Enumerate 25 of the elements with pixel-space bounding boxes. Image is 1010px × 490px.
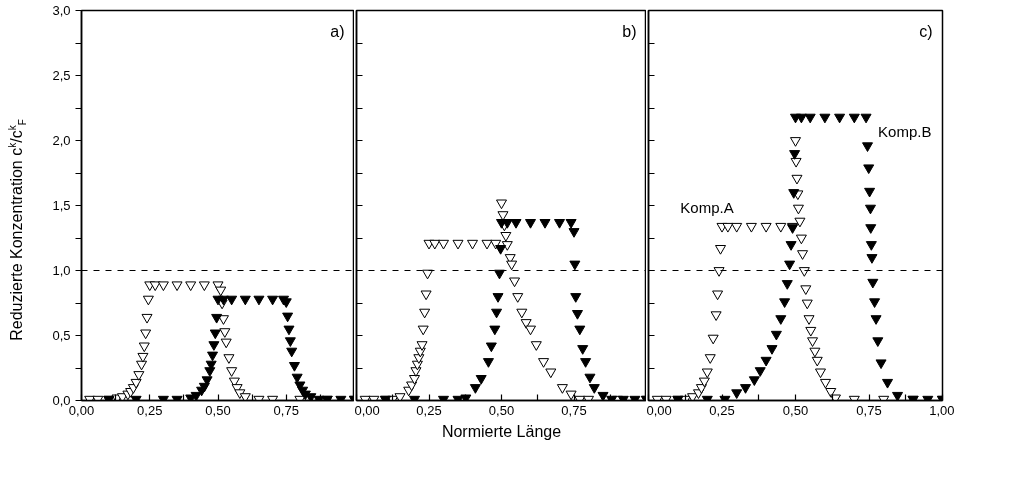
- y-tick-label: 1,5: [52, 198, 71, 213]
- x-axis-title: Normierte Länge: [441, 422, 562, 440]
- series-label: Komp.A: [680, 199, 734, 217]
- y-tick-label: 0,5: [52, 328, 71, 343]
- x-tick-label: 0,25: [709, 402, 735, 418]
- x-tick-label: 0,50: [488, 402, 515, 418]
- x-tick-label: 0,75: [273, 402, 299, 418]
- annotation: a): [330, 22, 345, 40]
- x-tick-label: 0,50: [205, 402, 231, 418]
- x-tick-label: 1,00: [929, 402, 955, 418]
- x-tick-label: 0,00: [646, 402, 672, 418]
- y-tick-label: 2,0: [52, 133, 71, 148]
- series-label: Komp.B: [878, 123, 932, 141]
- x-tick-label: 0,50: [782, 402, 809, 418]
- annotation: b): [622, 22, 637, 40]
- y-tick-label: 2,5: [52, 68, 71, 83]
- y-tick-label: 3,0: [52, 3, 71, 18]
- x-tick-label: 0,75: [856, 402, 882, 418]
- x-tick-label: 0,00: [354, 402, 380, 418]
- y-tick-label: 0,0: [52, 393, 71, 408]
- annotation: c): [919, 22, 933, 40]
- x-tick-label: 0,75: [561, 402, 587, 418]
- x-tick-label: 0,25: [137, 402, 163, 418]
- y-tick-label: 1,0: [52, 263, 71, 278]
- x-tick-label: 0,25: [416, 402, 442, 418]
